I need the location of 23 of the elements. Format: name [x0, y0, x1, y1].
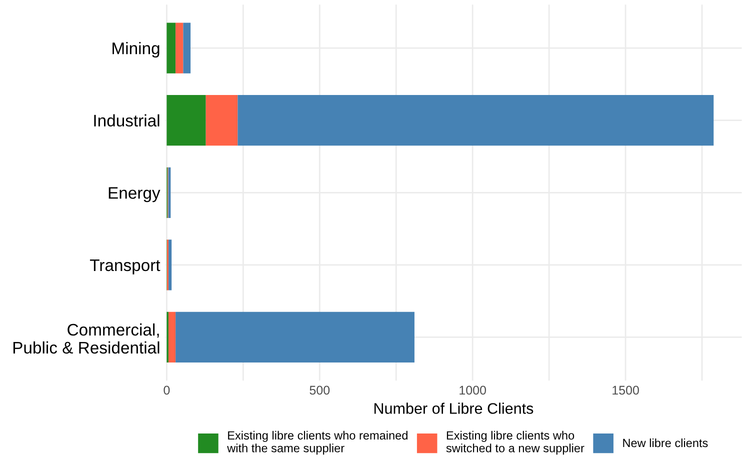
x-axis-title: Number of Libre Clients [374, 402, 534, 414]
y-tick-label: Commercial, Public & Residential [13, 323, 160, 354]
legend-label: Existing libre clients who remained with the same supplier [227, 430, 408, 455]
bar [168, 312, 176, 363]
bar [176, 312, 414, 363]
y-tick-label: Industrial [94, 114, 160, 127]
bar [168, 167, 171, 218]
x-tick-label: 0 [164, 386, 170, 395]
bar [206, 95, 238, 146]
y-tick-label: Mining [112, 42, 160, 58]
bar [176, 22, 184, 74]
y-tick-label: Transport [90, 260, 160, 274]
x-tick-label: 1000 [460, 386, 486, 395]
bar [238, 95, 714, 146]
bar [168, 240, 172, 290]
bar [183, 22, 191, 74]
x-tick-label: 1500 [612, 386, 639, 395]
bar [166, 22, 176, 74]
bar [166, 95, 206, 146]
legend-label: New libre clients [623, 438, 708, 448]
legend-label: Existing libre clients who switched to a new supplier [446, 430, 584, 455]
x-tick-label: 500 [310, 386, 330, 395]
y-tick-label: Energy [108, 187, 160, 202]
